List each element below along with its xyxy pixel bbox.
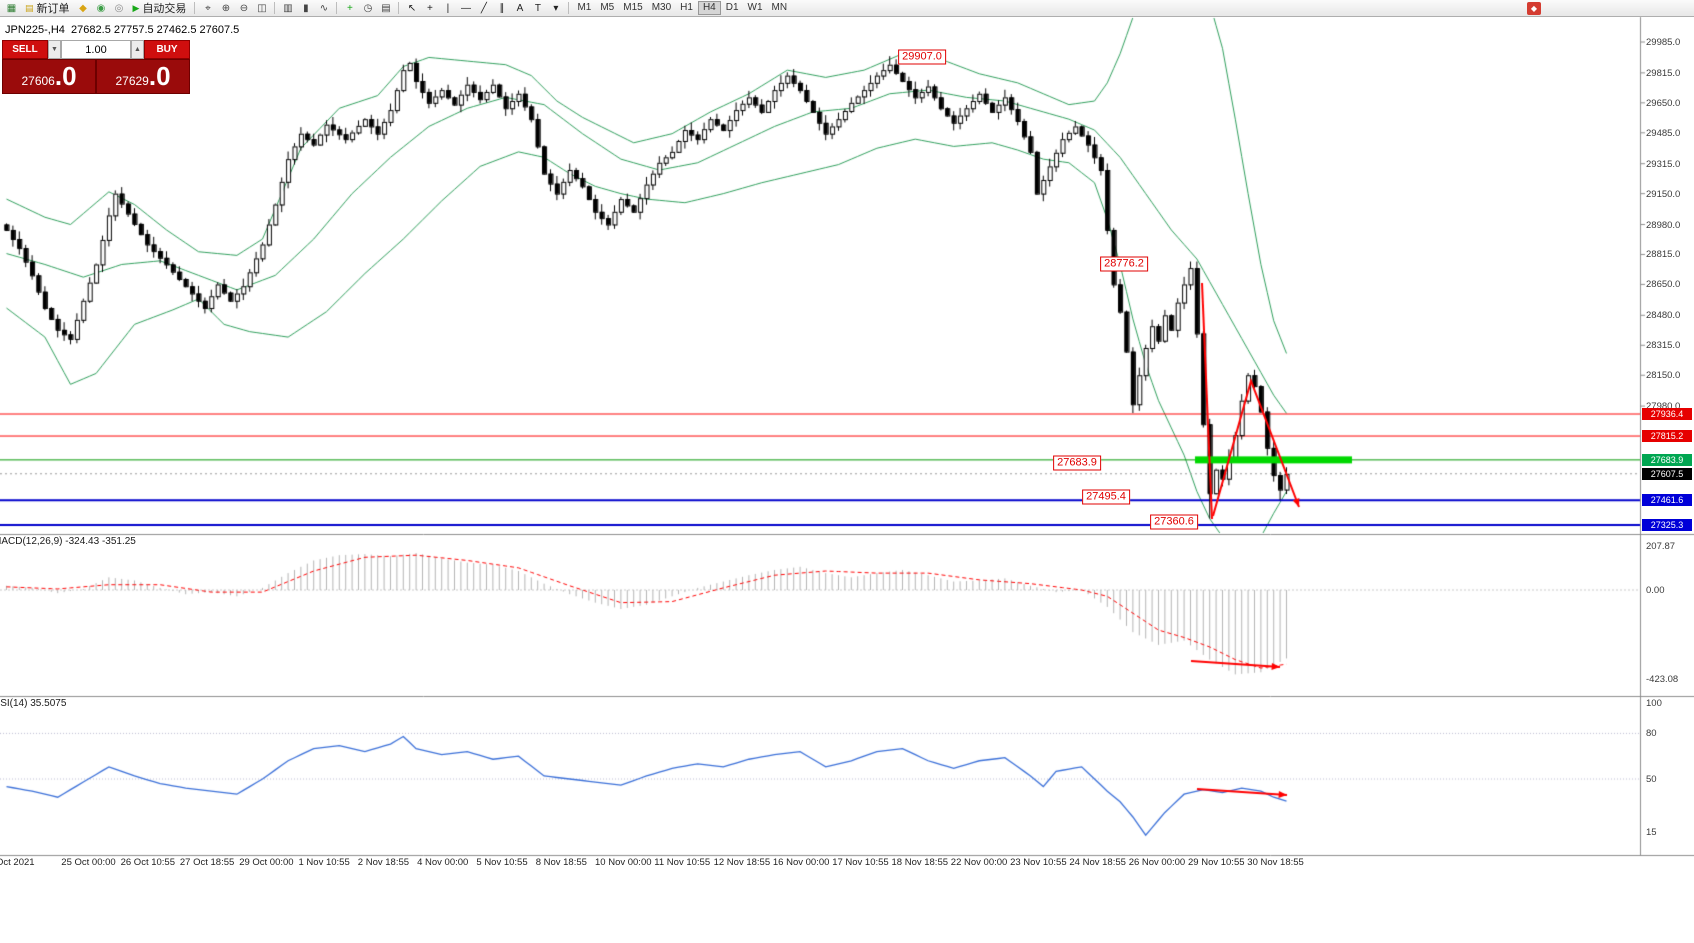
new-order-button[interactable]: ▤ 新订单 [21,0,74,16]
history-center-icon[interactable]: ◉ [96,2,106,14]
symbol-name: JPN225-,H4 [5,24,65,36]
buy-button[interactable]: BUY [144,40,190,59]
buy-price-main: 27629 [115,74,149,88]
horizontal-line-icon[interactable]: ― [460,2,471,14]
crosshair-tool-icon[interactable]: ⌖ [205,2,211,14]
candlestick-chart-icon[interactable]: ▮ [303,2,309,14]
new-order-button-label: 新订单 [36,3,70,15]
arrows-tool-icon[interactable]: ▾ [553,2,559,14]
mql-community-icon[interactable]: ◆ [1527,1,1541,15]
volume-increase-button[interactable]: ▲ [131,40,144,59]
templates-icon[interactable]: ▤ [381,2,391,14]
crosshair-icon[interactable]: + [427,2,433,14]
sell-price-display[interactable]: 27606.0 [2,59,96,94]
cursor-icon[interactable]: ↖ [407,2,417,14]
buy-price-display[interactable]: 27629.0 [96,59,190,94]
timeframe-w1[interactable]: W1 [747,2,763,13]
rsi-label: RSI(14) 35.5075 [0,698,67,709]
toolbar-separator [568,2,570,14]
timeframe-m15[interactable]: M15 [623,2,643,13]
text-tool-icon[interactable]: A [516,2,524,14]
buy-price-big: .0 [148,61,171,91]
bar-chart-icon[interactable]: ▥ [283,2,293,14]
trendline-icon[interactable]: ╱ [480,2,487,14]
timeframe-d1[interactable]: D1 [725,2,739,13]
toolbar-separator [398,2,400,14]
market-watch-icon[interactable]: ◆ [79,2,87,14]
vertical-line-icon[interactable]: | [446,2,450,14]
volume-input[interactable] [61,40,131,59]
symbol-ohlc: 27682.5 27757.5 27462.5 27607.5 [71,24,240,36]
timeframe-m5[interactable]: M5 [600,2,615,13]
sell-price-big: .0 [54,61,77,91]
zoom-out-icon[interactable]: ⊖ [239,2,249,14]
timeframe-m1[interactable]: M1 [577,2,592,13]
toolbar-separator [336,2,338,14]
label-tool-icon[interactable]: T [534,2,541,14]
algo-trading-button[interactable]: ▶ 自动交易 [129,0,191,16]
algo-trading-icon: ▶ [132,2,140,13]
line-chart-icon[interactable]: ∿ [319,2,329,14]
toolbar-separator [274,2,276,14]
symbol-info: JPN225-,H4 27682.5 27757.5 27462.5 27607… [5,24,239,36]
sell-price-main: 27606 [21,74,55,88]
new-chart-icon[interactable]: ▦ [6,2,17,14]
timeframe-h4[interactable]: H4 [697,1,721,15]
sell-button[interactable]: SELL [2,40,48,59]
macd-label: MACD(12,26,9) -324.43 -351.25 [0,536,136,547]
new-order-icon: ▤ [25,2,34,13]
timeframe-h1[interactable]: H1 [680,2,693,13]
toolbar: ▦ ▤ 新订单 ◆ ◉ ◎ ▶ 自动交易 ⌖ ⊕ ⊖ ◫ ▥ ▮ ∿ + ◷ ▤ ↖ + | ― ╱ ∥ A T ▾ M1 M5 M15 M… [0,0,1694,17]
toolbar-separator [194,2,196,14]
tile-windows-icon[interactable]: ◫ [257,2,267,14]
one-click-trading-panel: SELL ▼ ▲ BUY 27606.0 27629.0 [2,40,190,94]
timeframe-m30[interactable]: M30 [651,2,672,13]
refresh-icon[interactable]: ◎ [114,2,124,14]
timeframe-mn[interactable]: MN [771,2,788,13]
algo-trading-button-label: 自动交易 [142,3,187,15]
add-indicator-icon[interactable]: + [347,2,353,14]
volume-decrease-button[interactable]: ▼ [48,40,61,59]
equidistant-channel-icon[interactable]: ∥ [499,2,505,14]
zoom-in-icon[interactable]: ⊕ [221,2,231,14]
period-clock-icon[interactable]: ◷ [363,2,373,14]
